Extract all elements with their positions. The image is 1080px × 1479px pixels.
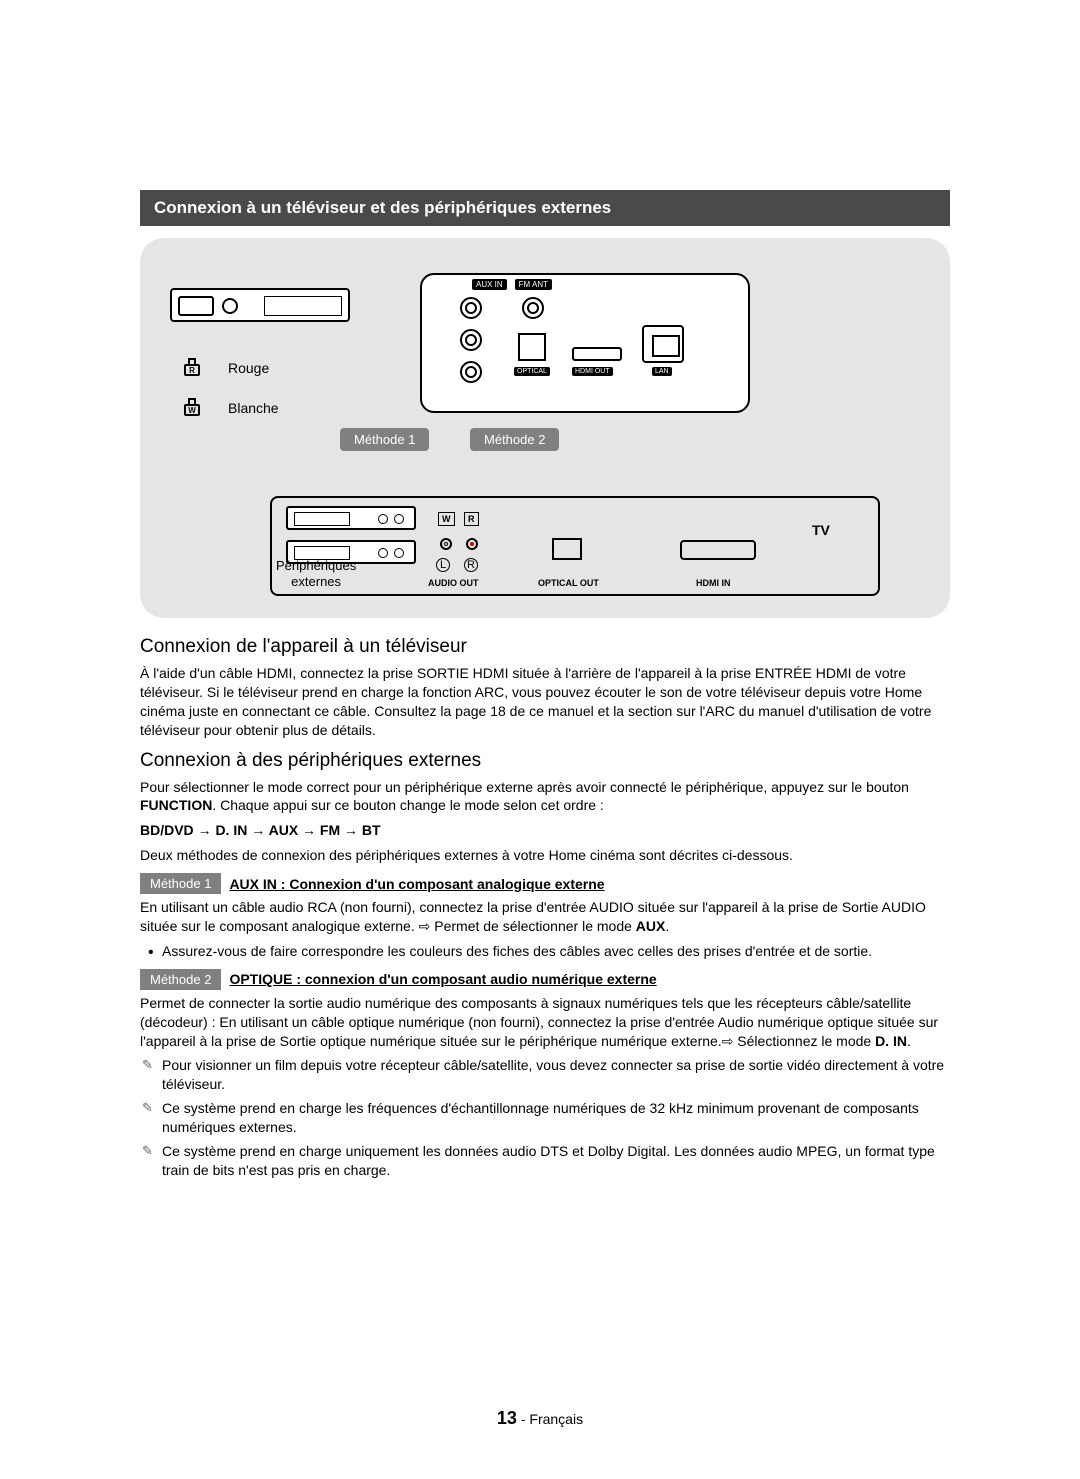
section1-paragraph: À l'aide d'un câble HDMI, connectez la p… bbox=[140, 664, 950, 740]
section2-heading: Connexion à des périphériques externes bbox=[140, 750, 950, 772]
method2-note2: Ce système prend en charge les fréquence… bbox=[140, 1099, 950, 1137]
lr-r: R bbox=[464, 558, 478, 572]
method2-note1: Pour visionner un film depuis votre réce… bbox=[140, 1056, 950, 1094]
source-device-icon bbox=[170, 288, 350, 322]
label-optical-out: OPTICAL OUT bbox=[538, 578, 599, 588]
label-optical: OPTICAL bbox=[514, 367, 550, 376]
connection-diagram: Branchements AUX IN FM ANT OPTICAL HDMI … bbox=[140, 238, 950, 618]
aux-jack-w bbox=[460, 297, 482, 319]
section1-heading: Connexion de l'appareil à un téléviseur bbox=[140, 636, 950, 658]
external-devices-box: W R L R AUDIO OUT OPTICAL OUT HDMI IN TV bbox=[270, 496, 880, 596]
method2-chip: Méthode 2 bbox=[470, 428, 559, 451]
optical-port bbox=[518, 333, 546, 361]
ext-device-1-icon bbox=[286, 506, 416, 530]
section-title-bar: Connexion à un téléviseur et des périphé… bbox=[140, 190, 950, 226]
fm-ant-jack bbox=[522, 297, 544, 319]
hdmi-in-port bbox=[680, 540, 756, 560]
method2-note3: Ce système prend en charge uniquement le… bbox=[140, 1142, 950, 1180]
label-fm-ant: FM ANT bbox=[515, 279, 552, 290]
section2-paragraph2: Deux méthodes de connexion des périphéri… bbox=[140, 846, 950, 865]
rca-white bbox=[440, 538, 452, 550]
rca-red bbox=[466, 538, 478, 550]
aux-jack-r bbox=[460, 361, 482, 383]
section2-paragraph1: Pour sélectionner le mode correct pour u… bbox=[140, 778, 950, 816]
lr-l: L bbox=[436, 558, 450, 572]
wr-w: W bbox=[438, 512, 455, 526]
label-aux-in: AUX IN bbox=[472, 279, 507, 290]
label-lan: LAN bbox=[652, 367, 672, 376]
method1-paragraph: En utilisant un câble audio RCA (non fou… bbox=[140, 898, 950, 936]
method1-header: Méthode 1 AUX IN : Connexion d'un compos… bbox=[140, 873, 950, 894]
aux-jack-l bbox=[460, 329, 482, 351]
method2-title: OPTIQUE : connexion d'un composant audio… bbox=[229, 971, 656, 987]
lan-port bbox=[642, 325, 684, 363]
plug-r-icon: R bbox=[184, 358, 200, 378]
ext-devices-label: Périphériques externes bbox=[276, 558, 356, 591]
label-hdmi-out: HDMI OUT bbox=[572, 367, 613, 376]
rear-panel: AUX IN FM ANT OPTICAL HDMI OUT LAN bbox=[420, 273, 750, 413]
plug-w-icon: W bbox=[184, 398, 200, 418]
legend-blanche: Blanche bbox=[228, 400, 279, 416]
method1-badge: Méthode 1 bbox=[140, 873, 221, 894]
hdmi-out-port bbox=[572, 347, 622, 361]
label-audio-out: AUDIO OUT bbox=[428, 578, 479, 588]
method1-title: AUX IN : Connexion d'un composant analog… bbox=[229, 876, 604, 892]
method2-header: Méthode 2 OPTIQUE : connexion d'un compo… bbox=[140, 969, 950, 990]
mode-chain: BD/DVD → D. IN → AUX → FM → BT bbox=[140, 821, 950, 840]
tv-label: TV bbox=[812, 522, 830, 538]
legend-rouge: Rouge bbox=[228, 360, 269, 376]
method2-badge: Méthode 2 bbox=[140, 969, 221, 990]
label-hdmi-in: HDMI IN bbox=[696, 578, 731, 588]
method1-chip: Méthode 1 bbox=[340, 428, 429, 451]
optical-out-port bbox=[552, 538, 582, 560]
page-footer: 13 - Français bbox=[0, 1408, 1080, 1429]
method1-note1: Assurez-vous de faire correspondre les c… bbox=[140, 942, 950, 961]
method2-paragraph: Permet de connecter la sortie audio numé… bbox=[140, 994, 950, 1051]
wr-r: R bbox=[464, 512, 479, 526]
